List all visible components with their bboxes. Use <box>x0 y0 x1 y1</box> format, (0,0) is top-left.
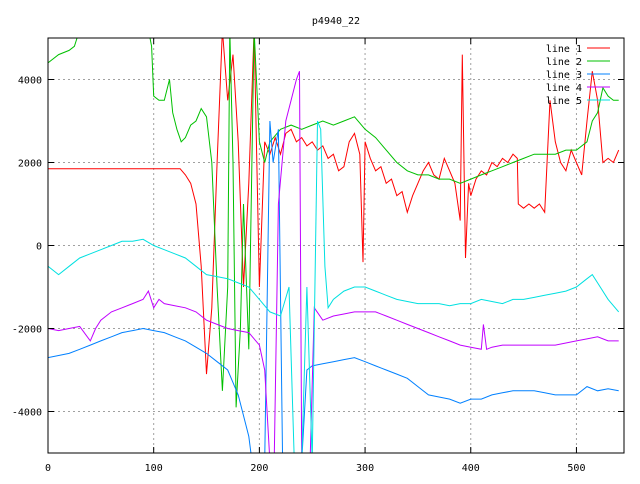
legend-label: line 5 <box>546 96 582 107</box>
y-tick-label: -2000 <box>12 325 42 336</box>
y-tick-label: -4000 <box>12 408 42 419</box>
plot-border <box>47 37 625 454</box>
series-line-2 <box>48 38 619 408</box>
y-tick-label: 0 <box>36 242 42 253</box>
y-tick-label: 2000 <box>18 159 42 170</box>
legend-label: line 2 <box>546 57 582 68</box>
series-line-3 <box>48 120 619 453</box>
x-tick-label: 500 <box>567 463 585 474</box>
series-line-5 <box>48 120 620 453</box>
legend-label: line 3 <box>546 70 582 81</box>
legend: line 1 line 2 line 3 line 4 line 5 <box>546 44 610 107</box>
grid <box>47 38 624 453</box>
ticks: 0 100 200 300 400 500 -4000 -2000 0 2000 4000 <box>12 38 624 474</box>
x-tick-label: 400 <box>462 463 480 474</box>
series-line-1 <box>48 38 620 375</box>
chart-title: p4940_22 <box>312 16 360 27</box>
legend-label: line 4 <box>546 83 582 94</box>
x-tick-label: 100 <box>145 463 163 474</box>
legend-label: line 1 <box>546 44 582 55</box>
x-tick-label: 0 <box>45 463 51 474</box>
series-group <box>48 38 620 453</box>
y-tick-label: 4000 <box>18 76 42 87</box>
x-tick-label: 200 <box>250 463 268 474</box>
series-line-4 <box>48 71 619 453</box>
x-tick-label: 300 <box>356 463 374 474</box>
